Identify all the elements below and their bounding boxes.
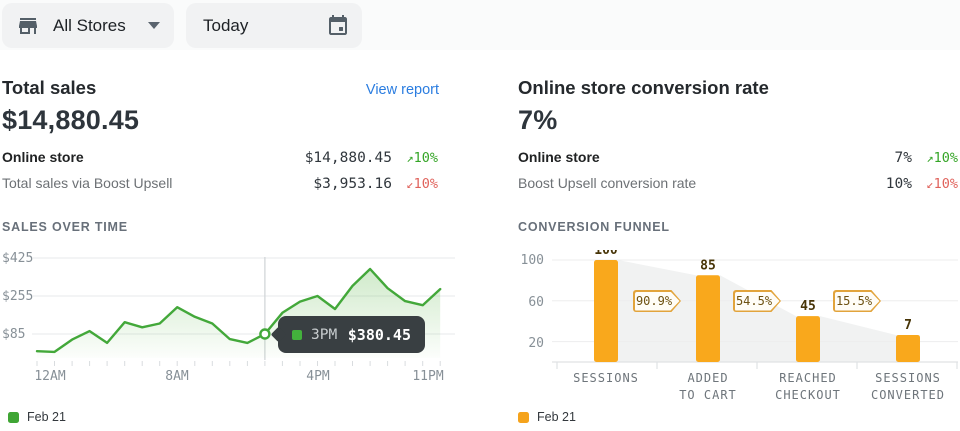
funnel-legend: Feb 21 [518, 410, 576, 424]
conversion-rate-header: Online store conversion rate [518, 77, 958, 99]
funnel-category-reached-checkout: REACHED CHECKOUT [775, 371, 841, 402]
series-swatch-icon [292, 329, 302, 340]
funnel-percent: 54.5% [735, 294, 773, 308]
sales-legend: Feb 21 [8, 410, 66, 424]
funnel-percent-badge: 54.5% [733, 290, 781, 312]
metric-value: 7% [894, 150, 912, 166]
increase-arrow-icon: ↗ [406, 151, 414, 165]
total-sales-header: Total sales View report [2, 77, 439, 99]
delta-percent: 10% [413, 150, 438, 166]
chevron-down-icon [148, 22, 160, 29]
chart-tooltip: 3PM $380.45 [278, 316, 425, 353]
hover-marker [259, 328, 271, 340]
funnel-percent: 15.5% [835, 294, 873, 308]
metric-label: Boost Upsell conversion rate [518, 175, 697, 191]
delta-badge: ↗10% [912, 150, 958, 166]
metric-value: $3,953.16 [313, 176, 392, 192]
y-axis-tick: 100 [520, 253, 544, 268]
date-selector-button[interactable]: Today [186, 3, 362, 48]
delta-percent: 10% [413, 176, 438, 192]
metric-row-boost-upsell-conversion: Boost Upsell conversion rate 10% ↙10% [518, 175, 958, 201]
x-axis-tick: 8AM [165, 369, 189, 384]
funnel-percent: 90.9% [635, 294, 673, 308]
funnel-bar [796, 316, 820, 362]
delta-percent: 10% [933, 150, 958, 166]
storefront-icon [19, 17, 37, 34]
funnel-percent-badge: 90.9% [633, 290, 681, 312]
tooltip-value: $380.45 [347, 325, 411, 344]
metric-value: $14,880.45 [304, 150, 392, 166]
funnel-bar [594, 260, 618, 362]
conversion-breakdown: Online store 7% ↗10% Boost Upsell conver… [518, 149, 958, 201]
legend-swatch-icon [518, 411, 529, 423]
conversion-rate-value: 7% [518, 105, 558, 135]
y-axis-tick: 20 [528, 336, 544, 351]
bar-value-label: 100 [594, 250, 618, 258]
increase-arrow-icon: ↗ [926, 151, 934, 165]
funnel-bar [896, 335, 920, 362]
decrease-arrow-icon: ↙ [926, 177, 934, 191]
y-axis-tick: $85 [2, 327, 26, 342]
metric-label: Online store [2, 149, 84, 165]
delta-badge: ↗10% [392, 150, 438, 166]
x-axis-tick: 4PM [306, 369, 330, 384]
sales-line [35, 267, 442, 354]
bar-value-label: 85 [700, 258, 716, 273]
funnel-category-sessions: SESSIONS [573, 371, 639, 385]
y-axis-tick: $425 [2, 251, 34, 266]
decrease-arrow-icon: ↙ [406, 177, 414, 191]
x-axis-tick: 12AM [34, 369, 66, 384]
funnel-category-sessions-converted: SESSIONS CONVERTED [870, 371, 946, 402]
conversion-rate-title: Online store conversion rate [518, 77, 769, 98]
delta-badge: ↙10% [392, 176, 438, 192]
conversion-funnel-title: CONVERSION FUNNEL [518, 220, 670, 234]
funnel-percent-badge: 15.5% [833, 290, 881, 312]
total-sales-breakdown: Online store $14,880.45 ↗10% Total sales… [2, 149, 438, 201]
sales-over-time-title: SALES OVER TIME [2, 220, 128, 234]
store-selector-label: All Stores [53, 15, 126, 35]
metric-row-online-store-sales: Online store $14,880.45 ↗10% [2, 149, 438, 175]
total-sales-title: Total sales [2, 77, 97, 98]
view-report-link[interactable]: View report [365, 82, 439, 98]
top-bar: All Stores Today [0, 0, 960, 50]
legend-label: Feb 21 [537, 410, 576, 424]
metric-label: Total sales via Boost Upsell [2, 175, 173, 191]
legend-label: Feb 21 [27, 410, 66, 424]
y-axis-tick: $255 [2, 289, 34, 304]
metric-row-boost-upsell-sales: Total sales via Boost Upsell $3,953.16 ↙… [2, 175, 438, 201]
x-axis-tick: 11PM [412, 369, 444, 384]
metric-label: Online store [518, 149, 600, 165]
bar-value-label: 7 [904, 318, 912, 333]
legend-swatch-icon [8, 411, 19, 423]
funnel-category-added-to-cart: ADDED TO CART [679, 371, 737, 402]
y-axis-tick: 60 [528, 295, 544, 310]
delta-badge: ↙10% [912, 176, 958, 192]
tooltip-time: 3PM [311, 326, 338, 343]
metric-value: 10% [885, 176, 912, 192]
calendar-icon [329, 14, 347, 35]
delta-percent: 10% [933, 176, 958, 192]
date-selector-label: Today [203, 15, 249, 35]
total-sales-value: $14,880.45 [2, 105, 140, 135]
metric-row-online-store-conversion: Online store 7% ↗10% [518, 149, 958, 175]
store-selector-button[interactable]: All Stores [2, 3, 174, 48]
funnel-bar [696, 275, 720, 362]
bar-value-label: 45 [800, 299, 816, 314]
